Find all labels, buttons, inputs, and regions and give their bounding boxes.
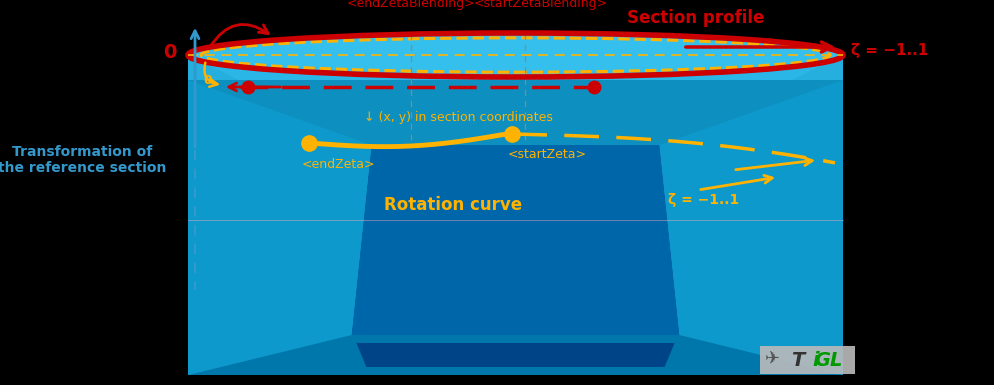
Polygon shape bbox=[188, 55, 842, 375]
Text: T: T bbox=[790, 350, 804, 370]
Text: Transformation of
the reference section: Transformation of the reference section bbox=[0, 145, 166, 175]
Text: <endZeta>: <endZeta> bbox=[301, 159, 375, 171]
Bar bbox=[759, 346, 854, 374]
Polygon shape bbox=[188, 335, 842, 375]
Polygon shape bbox=[351, 145, 679, 335]
Polygon shape bbox=[659, 55, 842, 375]
Polygon shape bbox=[188, 80, 842, 145]
Text: 0: 0 bbox=[204, 75, 212, 87]
Text: Rotation curve: Rotation curve bbox=[384, 196, 522, 214]
Text: ζ = −1..1: ζ = −1..1 bbox=[850, 44, 927, 59]
Text: <startZetaBlending>: <startZetaBlending> bbox=[473, 0, 606, 10]
Polygon shape bbox=[188, 55, 842, 80]
Text: ζ = −1..1: ζ = −1..1 bbox=[667, 193, 739, 207]
Text: i: i bbox=[812, 350, 818, 370]
Text: 0: 0 bbox=[162, 44, 176, 62]
Polygon shape bbox=[188, 55, 371, 375]
Text: Section profile: Section profile bbox=[626, 9, 763, 27]
Text: <endZetaBlending>: <endZetaBlending> bbox=[346, 0, 474, 10]
Bar bbox=[188, 55, 842, 375]
Text: GL: GL bbox=[813, 350, 841, 370]
Text: ↓ (x, y) in section coordinates: ↓ (x, y) in section coordinates bbox=[364, 112, 553, 124]
Text: <startZeta>: <startZeta> bbox=[507, 149, 585, 161]
Ellipse shape bbox=[188, 33, 842, 77]
Text: ✈: ✈ bbox=[764, 351, 779, 369]
Polygon shape bbox=[356, 343, 674, 367]
